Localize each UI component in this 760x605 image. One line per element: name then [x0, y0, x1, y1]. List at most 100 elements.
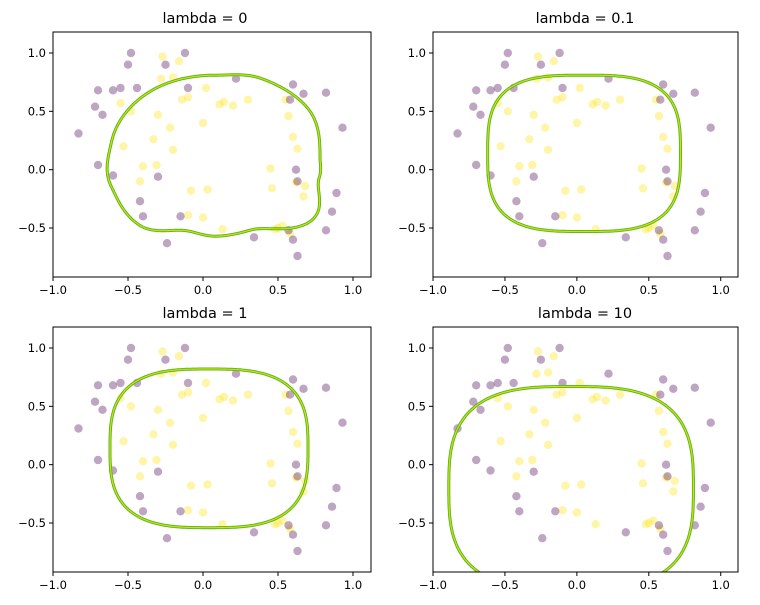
data-point-class0	[503, 48, 512, 58]
data-point-class1	[577, 185, 586, 194]
data-point-class0	[116, 83, 125, 93]
data-point-class1	[592, 97, 602, 107]
data-point-class1	[670, 476, 679, 486]
data-point-class1	[515, 162, 524, 171]
x-tick-label: −0.5	[491, 283, 519, 297]
data-point-class1	[558, 506, 567, 515]
data-point-class1	[601, 101, 610, 110]
data-point-class1	[152, 455, 161, 465]
data-point-class0	[656, 95, 665, 104]
data-point-class1	[659, 132, 668, 142]
data-point-class0	[90, 102, 100, 111]
data-point-class1	[174, 352, 184, 361]
data-point-class1	[119, 437, 128, 446]
y-tick-label: 0.0	[408, 458, 426, 472]
data-point-class1	[529, 110, 538, 120]
data-point-class0	[486, 466, 495, 475]
data-point-class1	[198, 413, 208, 423]
data-point-class0	[135, 197, 145, 206]
data-point-class1	[174, 57, 184, 66]
data-point-class0	[180, 343, 190, 353]
data-point-class0	[176, 212, 185, 221]
data-point-class1	[158, 347, 167, 356]
data-point-class1	[186, 186, 196, 195]
x-tick-label: −1.0	[39, 283, 67, 297]
x-tick-label: −0.5	[491, 578, 519, 592]
data-point-class0	[108, 381, 118, 390]
data-point-class1	[267, 479, 277, 488]
data-point-class0	[338, 418, 347, 427]
data-point-class0	[291, 460, 301, 469]
plot-area	[74, 343, 347, 556]
data-point-class0	[669, 89, 678, 99]
data-point-class0	[659, 375, 668, 384]
data-point-class0	[469, 397, 478, 406]
data-point-class1	[641, 520, 651, 529]
data-point-class1	[135, 177, 145, 186]
data-point-class1	[654, 406, 664, 416]
data-point-class1	[228, 101, 238, 110]
data-point-class0	[493, 378, 502, 388]
data-point-class1	[533, 52, 543, 61]
x-tick-label: 1.0	[344, 283, 362, 297]
data-point-class1	[659, 427, 668, 437]
x-tick-label: −1.0	[419, 283, 447, 297]
axes-frame	[52, 326, 372, 573]
data-point-class1	[126, 402, 136, 411]
data-point-class0	[690, 88, 699, 97]
data-point-class1	[558, 211, 567, 220]
data-point-class0	[90, 397, 100, 406]
decision-boundary	[108, 367, 310, 530]
data-point-class1	[552, 95, 561, 104]
data-point-class1	[291, 178, 301, 187]
data-point-class1	[663, 144, 672, 153]
data-point-class0	[512, 492, 521, 501]
data-point-class1	[177, 95, 187, 104]
data-point-class0	[332, 188, 341, 198]
data-point-class1	[525, 430, 534, 439]
data-point-class1	[266, 459, 275, 468]
data-point-class0	[291, 165, 301, 174]
data-point-class1	[541, 123, 550, 132]
data-point-class1	[656, 524, 665, 533]
data-point-class0	[293, 251, 302, 261]
data-point-class0	[555, 48, 564, 58]
data-point-class0	[321, 88, 331, 97]
data-point-class1	[293, 144, 302, 153]
plot-area	[453, 48, 715, 261]
data-point-class0	[161, 60, 170, 69]
data-point-class0	[486, 381, 495, 390]
y-tick-label: 1.0	[408, 341, 426, 355]
decision-boundary-highlight	[448, 385, 694, 572]
subplot-lambda-0.1: lambda = 0.1 −1.0 −0.5 0.0 0.5 1.0 −0.5 0.0 0.5…	[398, 11, 739, 297]
y-tick-label: 1.0	[28, 46, 46, 60]
data-point-class1	[525, 135, 534, 144]
data-point-class0	[551, 212, 560, 221]
decision-boundary-highlight	[109, 368, 309, 529]
data-point-class1	[572, 508, 582, 517]
data-point-class0	[183, 378, 193, 388]
data-point-class0	[93, 455, 103, 465]
data-point-class0	[500, 355, 510, 364]
data-point-class1	[243, 390, 253, 399]
y-tick-label: 0.0	[28, 458, 46, 472]
data-point-class0	[555, 343, 564, 353]
data-point-class0	[529, 172, 538, 181]
data-point-class0	[74, 129, 83, 138]
data-point-class0	[515, 507, 524, 516]
decision-boundary	[486, 73, 682, 233]
x-tick-label: −1.0	[419, 578, 447, 592]
data-point-class1	[515, 457, 524, 466]
data-point-class0	[153, 467, 163, 476]
data-point-class1	[300, 181, 310, 191]
data-point-class1	[203, 185, 212, 194]
data-point-class0	[153, 172, 163, 181]
data-point-class0	[93, 160, 103, 170]
data-point-class0	[162, 239, 172, 248]
data-point-class1	[273, 518, 283, 528]
data-point-class1	[156, 74, 166, 83]
data-point-class1	[549, 352, 558, 361]
data-point-class0	[161, 355, 170, 364]
data-point-class0	[321, 383, 331, 392]
